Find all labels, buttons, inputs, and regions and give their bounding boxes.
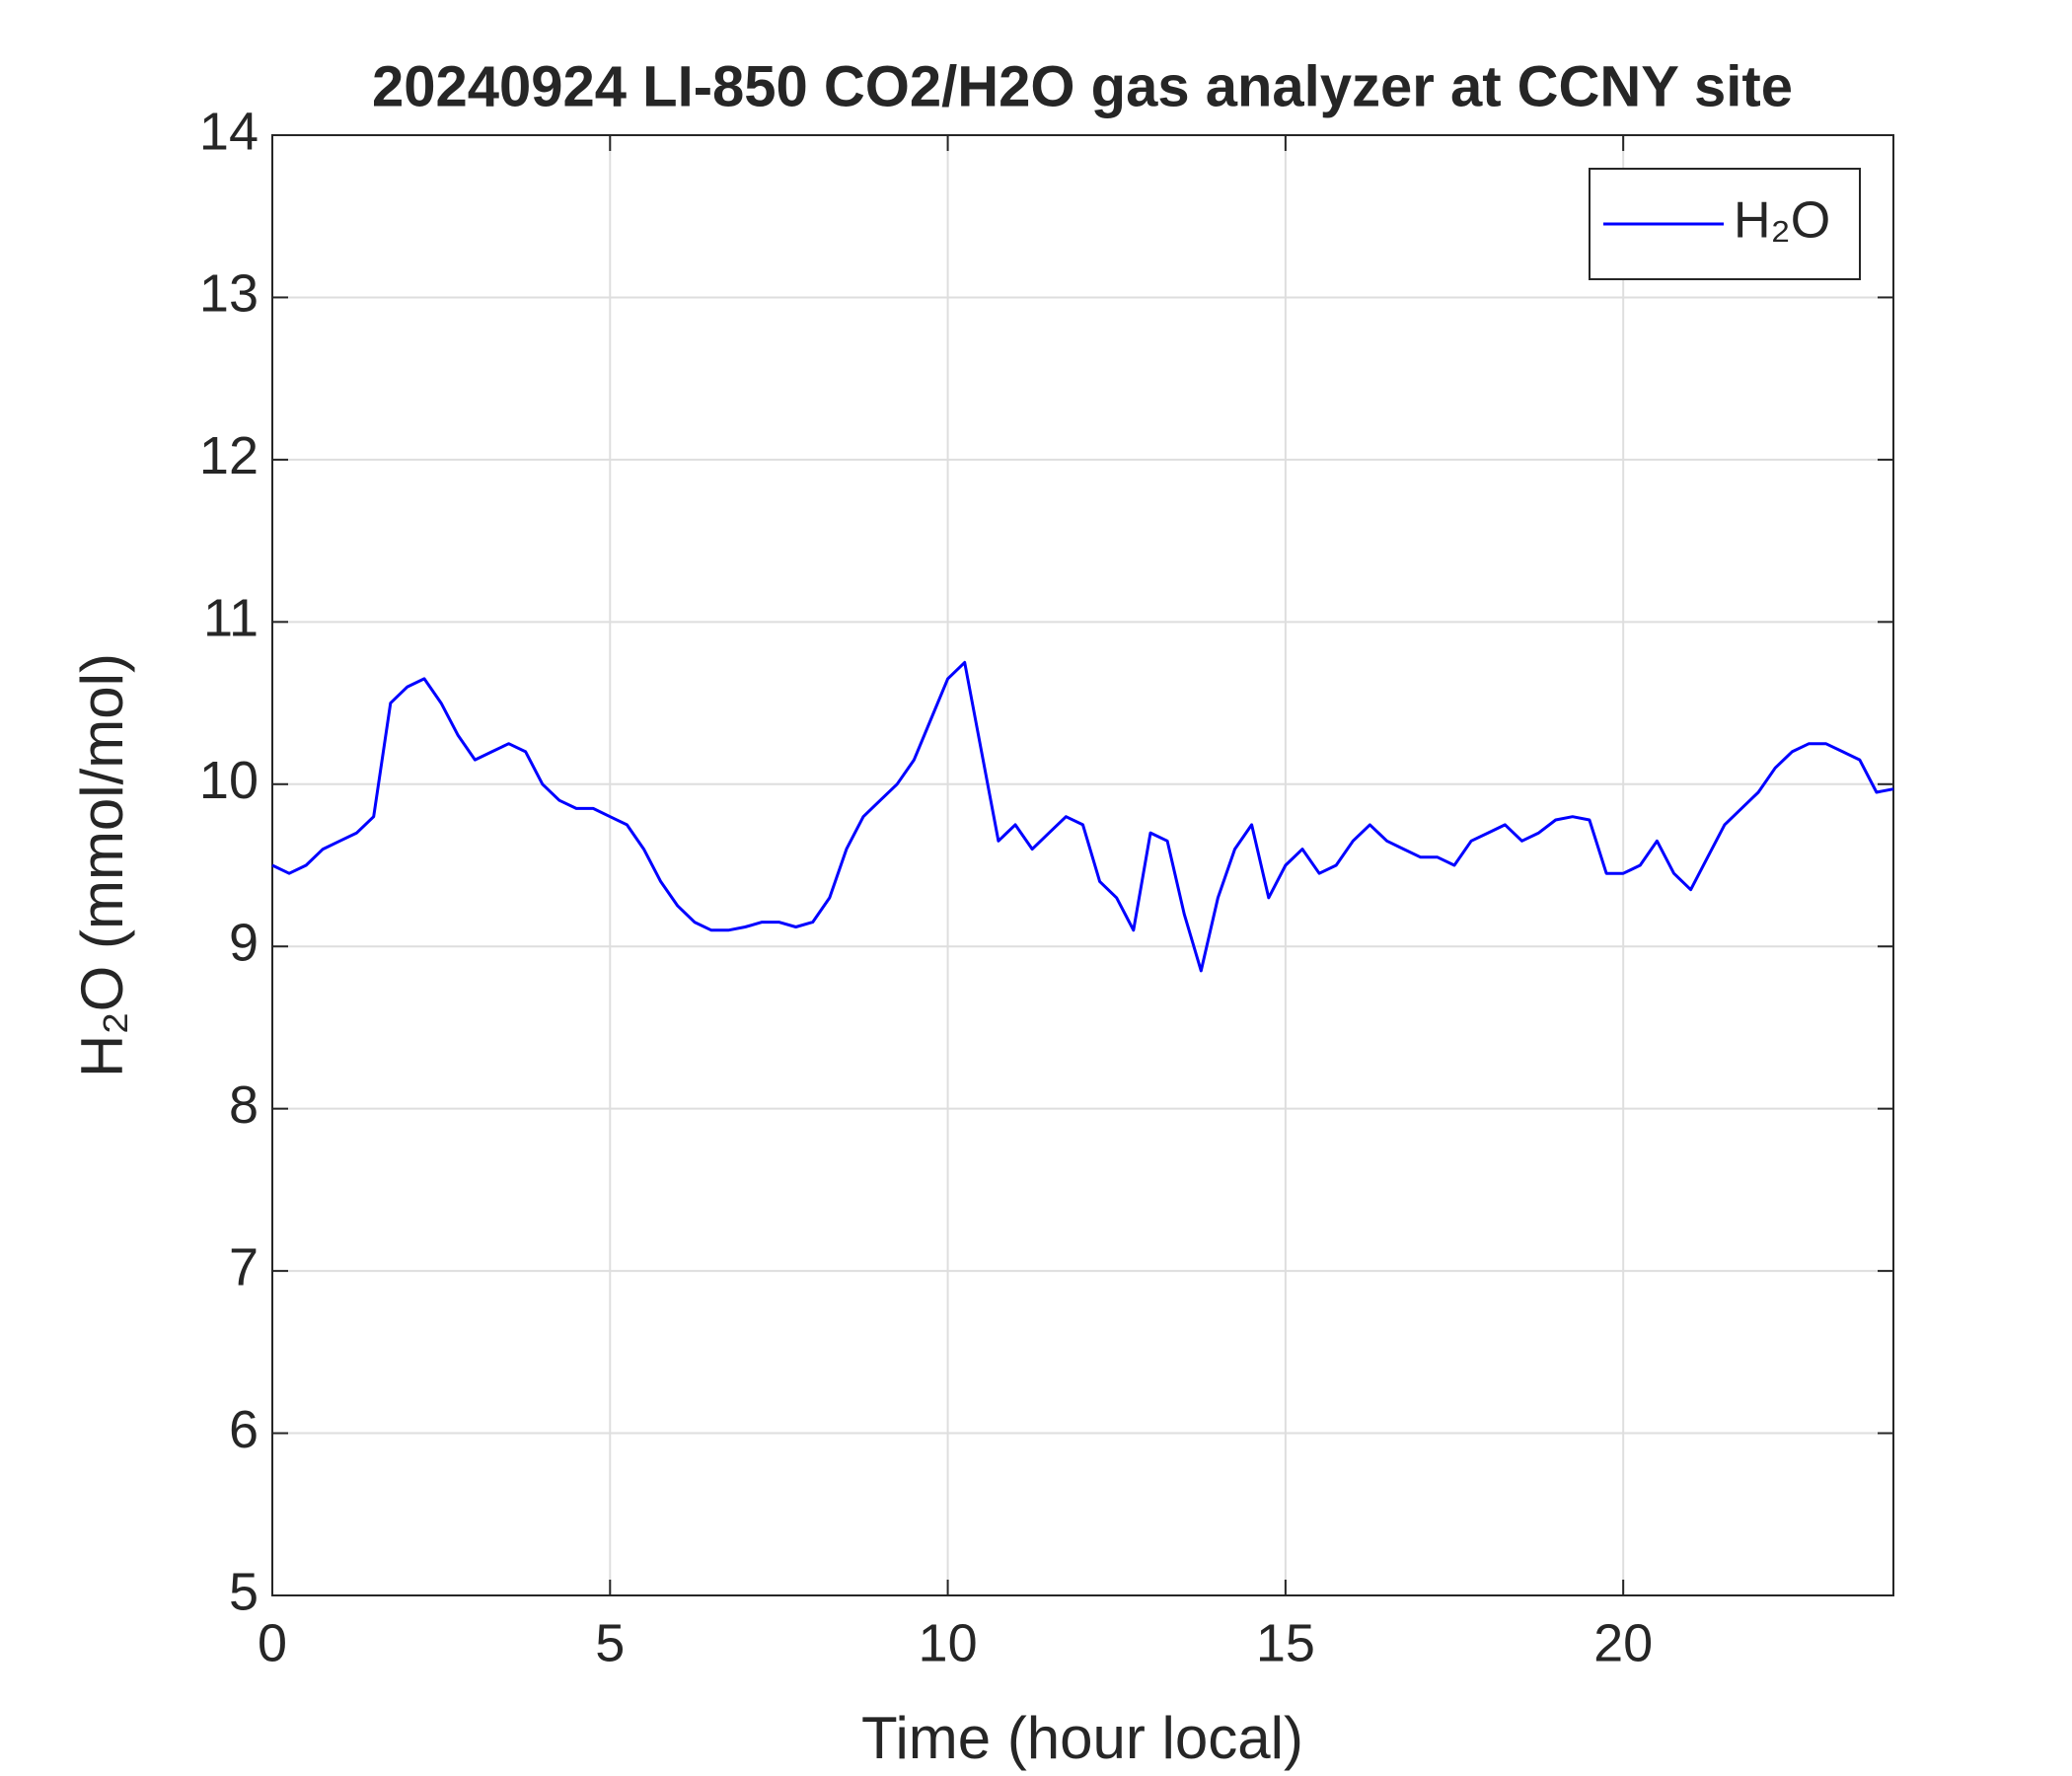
y-tick-label: 7 bbox=[229, 1237, 259, 1296]
y-tick-label: 14 bbox=[199, 102, 259, 161]
x-tick-label: 15 bbox=[1256, 1613, 1315, 1672]
y-tick-label: 5 bbox=[229, 1562, 259, 1621]
y-tick-label: 10 bbox=[199, 751, 259, 810]
data-line bbox=[271, 660, 1894, 973]
chart-title: 20240924 LI-850 CO2/H2O gas analyzer at … bbox=[372, 54, 1793, 118]
y-axis-label: H₂O (mmol/mol) bbox=[69, 653, 135, 1077]
y-tick-label: 13 bbox=[199, 264, 259, 324]
y-tick-label: 12 bbox=[199, 426, 259, 485]
x-tick-label: 10 bbox=[919, 1613, 978, 1672]
x-tick-label: 5 bbox=[595, 1613, 625, 1672]
x-axis-label: Time (hour local) bbox=[861, 1705, 1303, 1771]
y-tick-label: 8 bbox=[229, 1075, 259, 1135]
legend-label: H₂O bbox=[1734, 192, 1830, 250]
y-tick-label: 11 bbox=[203, 589, 259, 648]
y-tick-label: 9 bbox=[229, 913, 259, 972]
x-tick-label: 20 bbox=[1593, 1613, 1653, 1672]
plot-frame bbox=[271, 134, 1894, 1596]
y-tick-label: 6 bbox=[229, 1400, 259, 1459]
x-tick-label: 0 bbox=[258, 1613, 287, 1672]
